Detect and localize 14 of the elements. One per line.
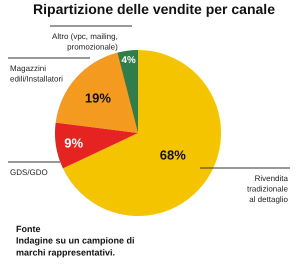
slice-label: Magazzini edili/Installatori bbox=[10, 64, 64, 84]
slice-label: GDS/GDO bbox=[10, 168, 48, 177]
data-label: 68% bbox=[160, 148, 186, 163]
slice-label: Altro (vpc, mailing, promozionale) bbox=[52, 32, 118, 52]
data-label: 19% bbox=[84, 90, 112, 106]
pie-slice bbox=[62, 50, 221, 216]
slice-label: Rivendita tradizionale al dettaglio bbox=[247, 174, 288, 204]
data-label: 9% bbox=[64, 136, 84, 151]
data-label: 4% bbox=[121, 55, 136, 66]
chart-title: Ripartizione delle vendite per canale bbox=[33, 0, 276, 17]
pie-slice bbox=[55, 122, 138, 168]
text: Fonte bbox=[16, 224, 40, 234]
text: Indagine su un campione di marchi rappresentativi. bbox=[16, 236, 135, 258]
pie-slice bbox=[117, 50, 138, 133]
